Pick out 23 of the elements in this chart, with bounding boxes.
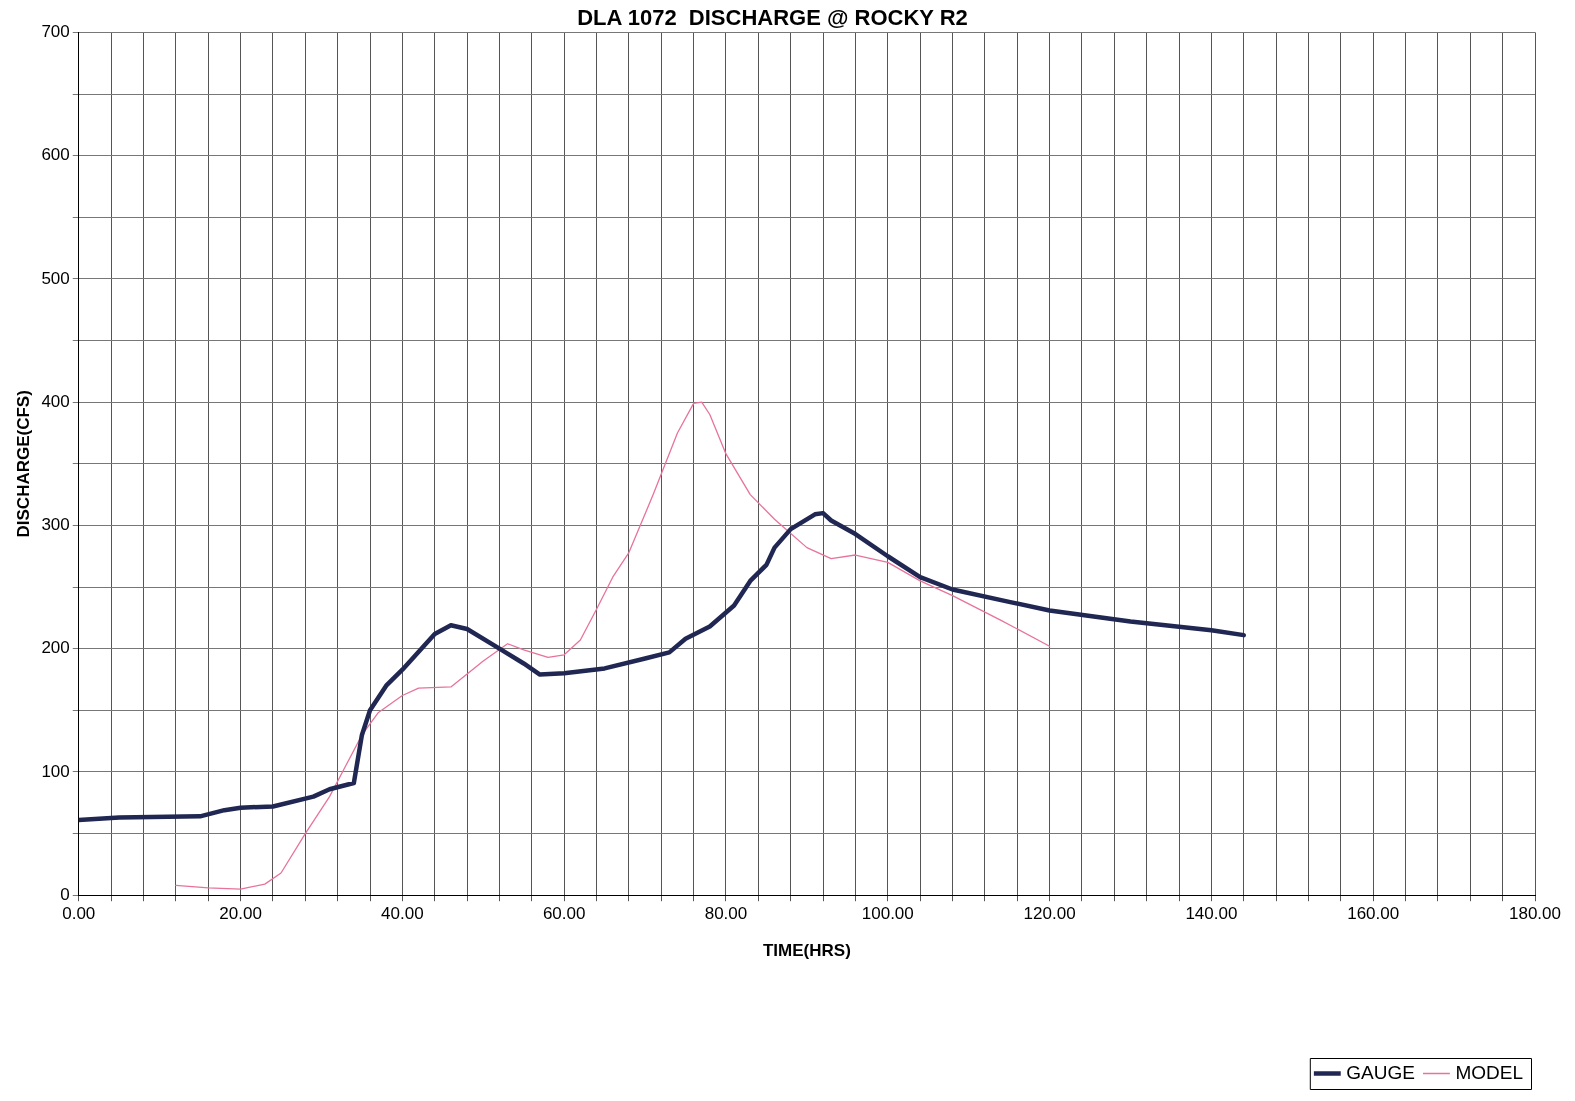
x-tick-label: 20.00 xyxy=(219,904,262,924)
x-tick-label: 80.00 xyxy=(704,904,748,924)
y-tick-label: 100 xyxy=(41,761,70,781)
y-tick-label: 600 xyxy=(41,145,70,165)
y-axis-title: DISCHARGE(CFS) xyxy=(13,390,33,538)
x-tick-label: 120.00 xyxy=(1023,904,1076,924)
y-tick-label: 400 xyxy=(41,391,70,411)
x-tick-label: 160.00 xyxy=(1347,904,1400,924)
y-tick-label: 0 xyxy=(60,884,70,904)
x-tick-label: 100.00 xyxy=(861,904,914,924)
x-tick-label: 180.00 xyxy=(1509,904,1561,924)
y-tick-label: 200 xyxy=(41,638,70,658)
legend-label: GAUGE xyxy=(1346,1061,1415,1083)
y-tick-label: 300 xyxy=(41,515,70,535)
chart-title: DLA 1072 DISCHARGE @ ROCKY R2 xyxy=(577,5,968,31)
x-tick-label: 0.00 xyxy=(62,904,96,924)
x-tick-label: 40.00 xyxy=(381,904,424,924)
x-tick-label: 140.00 xyxy=(1185,904,1238,924)
x-tick-label: 60.00 xyxy=(542,904,586,924)
y-tick-label: 500 xyxy=(41,268,70,288)
x-axis-title: TIME(HRS) xyxy=(762,941,851,961)
y-tick-label: 700 xyxy=(41,22,70,42)
legend-label: MODEL xyxy=(1455,1061,1524,1083)
